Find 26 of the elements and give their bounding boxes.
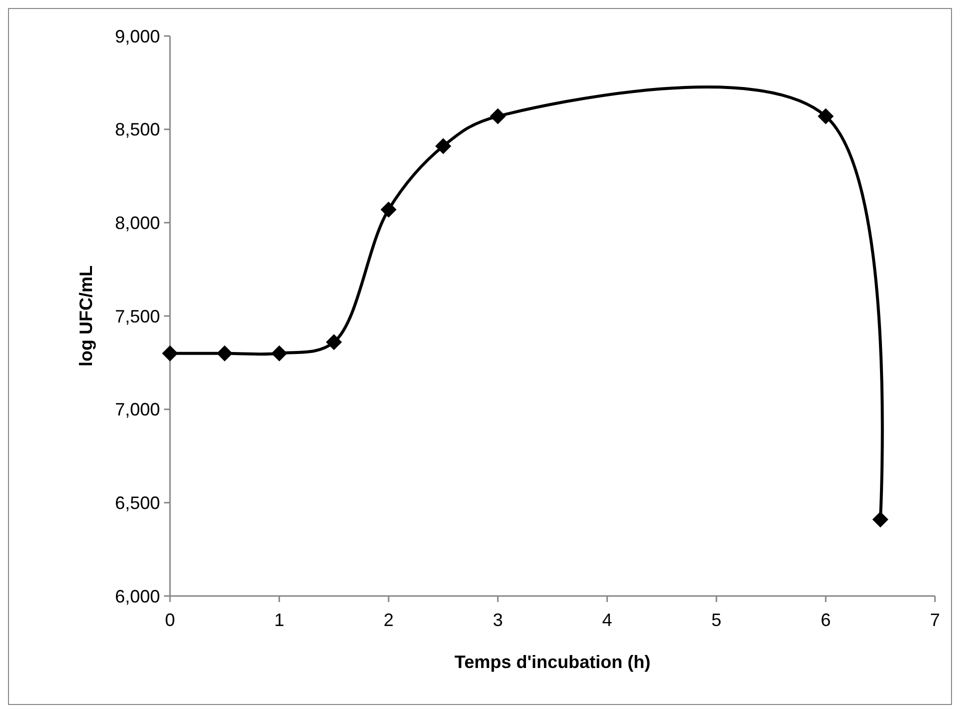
x-tick-label: 6	[820, 610, 831, 630]
point	[271, 345, 288, 362]
x-axis-title: Temps d'incubation (h)	[454, 652, 650, 672]
y-axis-title: log UFC/mL	[76, 266, 96, 366]
point	[162, 345, 178, 362]
y-tick-label: 7,000	[114, 400, 160, 420]
y-tick-label: 6,500	[114, 492, 160, 513]
x-tick-label: 3	[492, 610, 503, 630]
point	[216, 345, 233, 362]
y-tick-label: 9,000	[114, 26, 160, 46]
point	[872, 511, 888, 528]
x-tick-label: 5	[711, 610, 722, 630]
y-tick-label: 6,000	[114, 586, 160, 606]
y-tick-label: 8,500	[114, 120, 160, 140]
y-tick-label: 7,500	[114, 306, 160, 326]
x-tick-label: 7	[930, 610, 940, 630]
y-tick-label: 8,000	[114, 212, 160, 233]
x-tick-label: 4	[602, 610, 612, 630]
x-tick-label: 1	[274, 610, 284, 630]
x-tick-label: 2	[384, 610, 394, 630]
point	[326, 334, 342, 350]
point	[490, 108, 506, 124]
point	[818, 108, 834, 124]
point	[435, 138, 452, 154]
x-tick-label: 0	[164, 610, 176, 630]
point	[380, 202, 397, 218]
